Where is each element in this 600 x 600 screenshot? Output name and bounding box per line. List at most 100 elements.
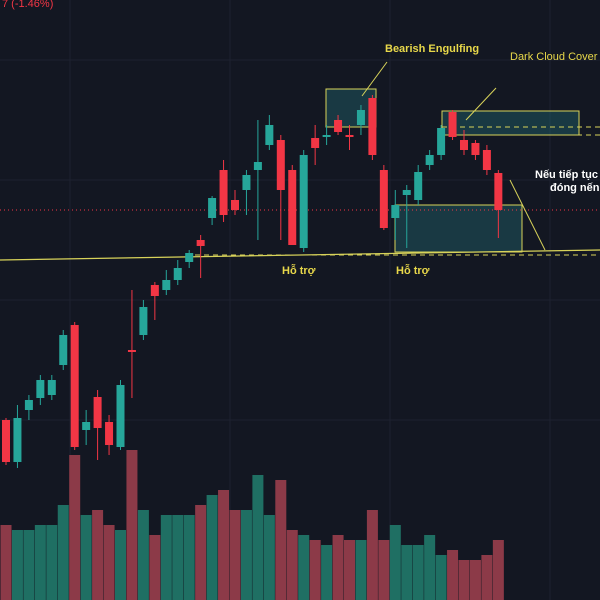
- candle-body: [13, 418, 22, 462]
- annotation: Hỗ trợ: [396, 264, 430, 277]
- candle-body: [24, 400, 33, 410]
- candle-body: [185, 253, 194, 262]
- candle-body: [47, 380, 56, 395]
- volume-bar: [366, 510, 378, 600]
- candle-body: [2, 420, 10, 462]
- arrow: [465, 87, 497, 121]
- candle-body: [139, 307, 148, 335]
- annotation: đóng nến đỏ: [550, 182, 600, 194]
- annotation: Dark Cloud Cover: [510, 51, 598, 63]
- support-line: [0, 249, 600, 261]
- volume-bar: [389, 525, 401, 600]
- annotation: Hỗ trợ: [282, 264, 316, 277]
- volume-bar: [115, 530, 126, 600]
- volume-bar: [46, 525, 58, 600]
- volume-bar: [0, 525, 12, 600]
- candle-body: [231, 200, 239, 210]
- candle-body: [253, 162, 262, 170]
- candle-body: [471, 143, 480, 155]
- volume-bar: [469, 560, 481, 600]
- volume-bar: [23, 530, 35, 600]
- candle-body: [265, 125, 274, 145]
- header-change: 7 (-1.46%): [2, 0, 53, 10]
- candle-body: [208, 198, 217, 218]
- volume-bar: [206, 495, 218, 600]
- arrow: [361, 61, 388, 97]
- arrow: [509, 179, 546, 251]
- candle-body: [288, 170, 297, 245]
- candle-body: [36, 380, 45, 398]
- candle-body: [425, 155, 434, 165]
- candle-body: [379, 170, 388, 228]
- volume-bar: [218, 490, 230, 600]
- candle-body: [311, 138, 320, 148]
- candle-body: [299, 155, 308, 248]
- volume-bar: [103, 525, 115, 600]
- volume-bar: [321, 545, 333, 600]
- candle-body: [276, 140, 285, 190]
- volume-bar: [252, 475, 264, 600]
- candle-body: [105, 422, 114, 445]
- volume-bar: [401, 545, 413, 600]
- annotation: Bearish Engulfing: [385, 43, 479, 55]
- candle-body: [219, 170, 228, 215]
- zone-box: [394, 204, 523, 253]
- candle-body: [59, 335, 68, 365]
- volume-bar: [378, 540, 390, 600]
- candle-body: [173, 268, 182, 280]
- volume-layer: [0, 450, 504, 600]
- pattern-box: [441, 110, 580, 136]
- candle-body: [414, 172, 423, 200]
- volume-bar: [92, 510, 104, 600]
- candle-body: [116, 385, 125, 447]
- volume-bar: [412, 545, 424, 600]
- volume-bar: [286, 530, 298, 600]
- volume-bar: [344, 540, 355, 600]
- candle-body: [70, 325, 79, 447]
- volume-bar: [435, 555, 447, 600]
- volume-bar: [34, 525, 46, 600]
- candle-body: [482, 150, 491, 170]
- volume-bar: [57, 505, 69, 600]
- volume-bar: [263, 515, 275, 600]
- annotation: Nếu tiếp tục: [535, 169, 598, 181]
- candle-body: [448, 112, 457, 137]
- candle-body: [242, 175, 251, 190]
- candle-body: [127, 350, 136, 352]
- volume-bar: [195, 505, 207, 600]
- volume-bar: [240, 510, 252, 600]
- candle-body: [368, 98, 377, 155]
- volume-bar: [229, 510, 241, 600]
- candle-layer: [2, 95, 503, 468]
- candle-body: [150, 285, 159, 296]
- candle-body: [391, 205, 400, 218]
- volume-bar: [183, 515, 195, 600]
- candle-body: [162, 280, 171, 290]
- candle-body: [196, 240, 205, 246]
- volume-bar: [172, 515, 184, 600]
- volume-bar: [137, 510, 149, 600]
- candle-body: [345, 135, 354, 137]
- volume-bar: [492, 540, 504, 600]
- volume-bar: [447, 550, 459, 600]
- candle-body: [356, 110, 365, 125]
- volume-bar: [332, 535, 344, 600]
- volume-bar: [481, 555, 493, 600]
- candle-body: [322, 135, 331, 137]
- volume-bar: [355, 540, 367, 600]
- candle-body: [437, 128, 446, 155]
- candle-body: [334, 120, 343, 132]
- volume-bar: [160, 515, 172, 600]
- volume-bar: [80, 515, 92, 600]
- candle-body: [460, 140, 468, 150]
- volume-bar: [458, 560, 470, 600]
- volume-bar: [149, 535, 161, 600]
- volume-bar: [424, 535, 436, 600]
- volume-bar: [126, 450, 138, 600]
- volume-bar: [309, 540, 321, 600]
- volume-bar: [69, 455, 81, 600]
- volume-bar: [298, 535, 310, 600]
- candle-body: [494, 173, 503, 210]
